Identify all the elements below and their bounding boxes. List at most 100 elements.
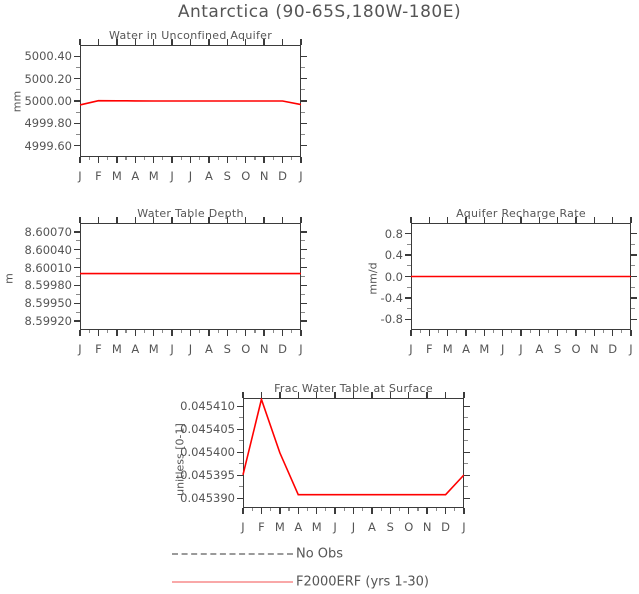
x-axis-tick (116, 217, 118, 223)
plot-frame (80, 223, 301, 330)
x-axis-tick-label: J (170, 342, 174, 356)
x-axis-tick (171, 157, 173, 163)
y-axis-minor-tick (76, 293, 80, 295)
x-axis-tick (79, 330, 81, 336)
y-axis-tick (464, 474, 470, 476)
x-axis-tick (281, 330, 284, 336)
x-axis-tick-label: M (442, 342, 453, 356)
y-axis-tick-label: 8.60070 (24, 224, 72, 239)
x-axis-tick-label: J (299, 342, 303, 356)
y-axis-tick (74, 320, 80, 322)
x-axis-tick (630, 330, 632, 336)
y-axis-tick (74, 249, 80, 251)
x-axis-tick (79, 217, 81, 223)
x-axis-tick (263, 330, 265, 336)
y-axis-tick (405, 297, 411, 299)
panel-title: Water in Unconfined Aquifer (108, 29, 273, 42)
panel-aquifer-recharge-rate: Aquifer Recharge Rate (411, 207, 631, 330)
series-line-f2000erf (79, 99, 302, 106)
y-axis-tick (631, 275, 637, 278)
x-axis-tick (463, 508, 465, 514)
x-axis-minor-tick (419, 330, 421, 333)
x-axis-tick-label: J (519, 342, 523, 356)
x-axis-minor-tick (529, 330, 531, 333)
y-axis-tick (631, 297, 637, 299)
y-axis-tick (74, 100, 80, 102)
x-axis-tick (389, 392, 392, 398)
y-axis-tick (301, 77, 307, 80)
x-axis-tick-label: J (462, 520, 466, 534)
x-axis-tick (410, 330, 412, 336)
x-axis-minor-tick (492, 330, 495, 333)
y-axis-tick (301, 302, 307, 304)
x-axis-tick (556, 330, 559, 336)
x-axis-tick-label: O (571, 342, 581, 356)
y-axis-tick (301, 284, 307, 287)
y-axis-minor-tick (631, 265, 635, 267)
x-axis-tick (297, 508, 299, 514)
x-axis-tick (97, 330, 100, 336)
x-axis-tick (134, 330, 136, 336)
x-axis-tick-label: M (111, 169, 122, 183)
y-axis-tick (74, 145, 80, 147)
y-axis-tick (237, 451, 243, 453)
x-axis-tick (410, 217, 412, 223)
x-axis-tick-label: A (131, 169, 140, 183)
y-axis-tick-label: 0.4 (384, 248, 403, 263)
x-axis-tick (408, 508, 410, 514)
y-axis-minor-tick (239, 417, 243, 419)
x-axis-tick (260, 508, 263, 514)
y-axis-tick-label: 0.045390 (180, 491, 235, 506)
y-axis-minor-tick (239, 463, 243, 465)
y-axis-tick-label: 8.60040 (24, 242, 72, 257)
x-axis-tick (428, 217, 431, 223)
x-axis-minor-tick (125, 330, 127, 333)
y-axis-minor-tick (407, 286, 411, 288)
y-axis-tick (631, 233, 637, 235)
x-axis-tick (116, 39, 118, 45)
x-axis-tick (226, 217, 229, 223)
y-axis-tick-label: 0.045405 (180, 422, 235, 437)
x-axis-tick (260, 392, 263, 398)
y-axis-minor-tick (239, 486, 243, 488)
plot-series-area (242, 396, 465, 496)
x-axis-tick (538, 217, 541, 223)
y-axis-tick (301, 55, 307, 57)
y-axis-minor-tick (76, 66, 80, 68)
y-axis-tick (237, 497, 243, 500)
x-axis-tick-label: O (241, 342, 251, 356)
x-axis-tick-label: D (278, 342, 288, 356)
y-axis-tick (631, 318, 637, 320)
y-axis-minor-tick (464, 417, 468, 419)
legend-entry-no-obs: No Obs (172, 545, 532, 563)
y-axis-tick-label: 8.59950 (24, 296, 72, 311)
plot-frame (243, 398, 464, 508)
x-axis-minor-tick (270, 508, 272, 511)
x-axis-minor-tick (88, 330, 90, 333)
x-axis-tick (171, 217, 173, 223)
x-axis-tick (463, 392, 465, 398)
x-axis-tick-label: J (351, 520, 356, 534)
x-axis-tick (189, 157, 192, 163)
y-axis-minor-tick (76, 311, 80, 313)
y-axis-minor-tick (301, 66, 305, 68)
y-axis-minor-tick (464, 440, 468, 442)
y-axis-tick (74, 231, 80, 233)
x-axis-minor-tick (251, 508, 253, 511)
x-axis-tick (389, 508, 392, 514)
x-axis-tick-label: F (95, 342, 102, 356)
y-axis-tick-label: 0.8 (384, 226, 403, 241)
x-axis-tick (556, 217, 559, 223)
legend-swatch-dashed (172, 553, 293, 555)
x-axis-tick (575, 330, 577, 336)
panel-water-table-depth: Water Table Depth (80, 207, 301, 330)
x-axis-tick-label: A (204, 342, 213, 356)
x-axis-minor-tick (325, 508, 327, 511)
x-axis-tick (189, 217, 192, 223)
x-axis-tick (116, 330, 118, 336)
x-axis-tick-label: F (258, 520, 265, 534)
x-axis-tick (501, 217, 504, 223)
x-axis-tick (226, 330, 229, 336)
x-axis-tick (465, 217, 467, 223)
x-axis-tick-label: J (333, 520, 337, 534)
